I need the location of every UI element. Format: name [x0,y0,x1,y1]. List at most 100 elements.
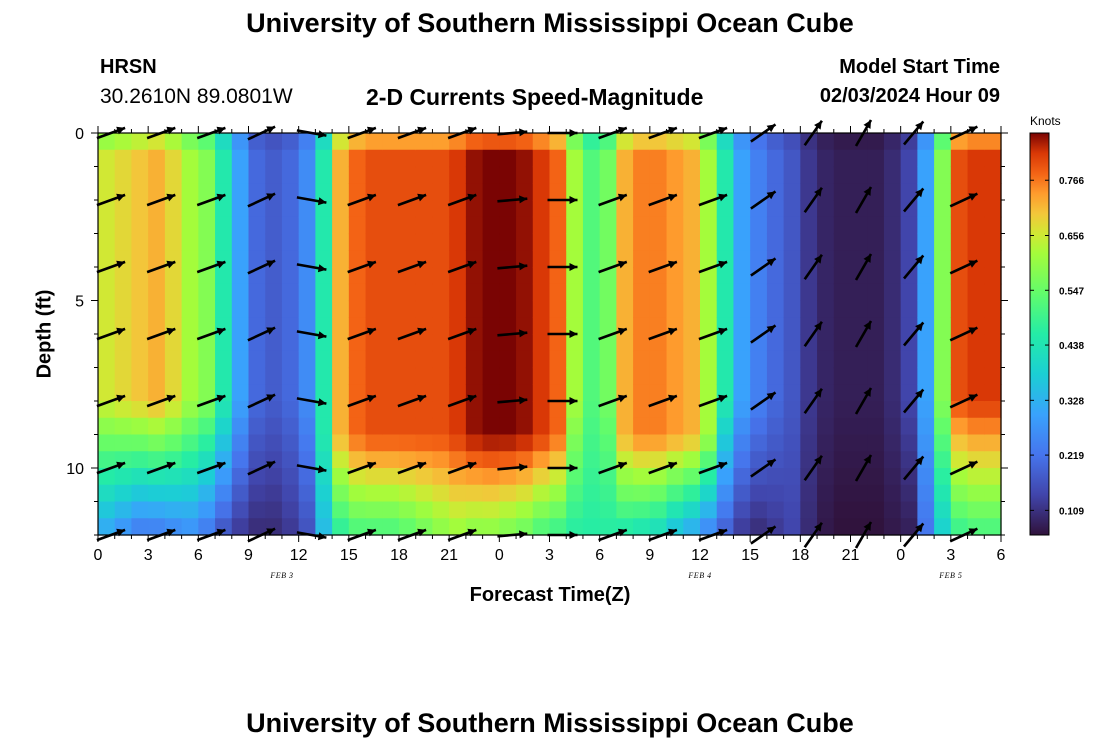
heatmap-cell [248,216,266,235]
heatmap-cell [98,434,116,452]
heatmap-cell [482,468,500,486]
heatmap-cell [114,334,133,352]
current-vector [547,330,578,338]
heatmap-cell [281,350,300,369]
heatmap-cell [950,300,969,318]
heatmap-cell [532,468,551,486]
heatmap-cell [114,166,133,184]
y-axis: 0 5 10 [66,126,1008,536]
heatmap-cell [281,501,300,519]
heatmap-cell [399,233,417,251]
heatmap-cell [382,518,400,536]
current-vector [96,327,126,341]
heatmap-cell [733,501,751,519]
heatmap-cell [148,250,166,268]
heatmap-cell [716,350,735,369]
heatmap-cell [649,451,668,469]
heatmap-cell [164,334,183,352]
heatmap-cell [984,334,1002,352]
heatmap-cell [332,300,350,318]
heatmap-cell [633,149,651,168]
heatmap-cell [231,451,250,469]
heatmap-cell [332,233,350,251]
x-tick-label: 6 [997,547,1006,564]
heatmap-cell [215,367,233,385]
station-name: HRSN [100,56,157,78]
heatmap-cell [850,233,868,251]
heatmap-cell [164,267,183,285]
heatmap-cell [399,484,417,503]
heatmap-cell [348,501,367,519]
heatmap-cell [415,216,434,235]
heatmap-cell [315,518,333,536]
heatmap-cell [231,434,250,452]
heatmap-cell [131,200,149,218]
heatmap-cell [766,300,785,318]
heatmap-cell [800,350,818,369]
heatmap-cell [917,250,935,268]
heatmap-cell [465,401,484,419]
heatmap-cell [265,334,283,352]
colorbar-tick-label: 0.219 [1059,451,1084,462]
heatmap-cell [666,133,684,151]
current-vector [903,321,925,347]
heatmap-cell [950,233,969,251]
current-vector [96,260,126,274]
heatmap-cell [532,300,551,318]
heatmap-cell [131,367,149,385]
heatmap-cell [415,283,434,302]
heatmap-cell [549,250,567,268]
heatmap-cell [967,283,985,302]
current-vector [750,257,777,277]
heatmap-cell [231,233,250,251]
heatmap-cell [934,200,952,218]
heatmap-cell [399,250,417,268]
heatmap-cell [315,484,333,503]
heatmap-cell [549,384,567,402]
heatmap-cell [800,233,818,251]
heatmap-cell [783,384,801,402]
heatmap-cell [298,401,316,419]
heatmap-cell [298,334,316,352]
heatmap-cell [616,350,634,369]
x-tick-label: 12 [691,547,709,564]
heatmap-cell [131,133,149,151]
heatmap-cell [532,350,551,369]
heatmap-cell [582,334,601,352]
heatmap-cell [532,166,551,184]
heatmap-cell [114,267,133,285]
heatmap-cell [131,317,149,335]
heatmap-cell [231,518,250,536]
heatmap-cell [432,200,450,218]
heatmap-cell [148,484,166,503]
heatmap-cell [415,149,434,168]
current-vector [750,391,777,411]
heatmap-cell [549,267,567,285]
heatmap-cell [98,250,116,268]
heatmap-cell [465,216,484,235]
heatmap-cell [599,149,617,168]
current-vector [949,326,978,342]
heatmap-cell [181,350,199,369]
heatmap-cell [917,183,935,201]
heatmap-cell [482,334,500,352]
heatmap-cell [181,434,199,452]
heatmap-cell [348,283,367,302]
heatmap-cell [382,468,400,486]
heatmap-cell [950,166,969,184]
heatmap-cell [365,434,383,452]
heatmap-cell [131,384,149,402]
heatmap-cell [164,484,183,503]
heatmap-cell [582,183,601,201]
heatmap-cell [332,250,350,268]
heatmap-cell [449,250,467,268]
y-tick-label: 0 [75,126,84,143]
heatmap-cell [900,468,918,486]
heatmap-cell [365,233,383,251]
heatmap-cell [382,451,400,469]
current-vector [547,196,578,204]
heatmap-cell [984,216,1002,235]
heatmap-cell [700,283,718,302]
x-tick-label: 0 [495,547,504,564]
